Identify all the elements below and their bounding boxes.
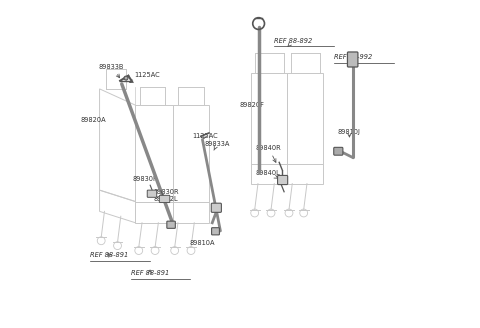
Text: 89830R: 89830R [154, 189, 179, 195]
Text: 89832L: 89832L [154, 196, 178, 202]
FancyBboxPatch shape [211, 203, 221, 212]
Text: 89820A: 89820A [81, 117, 107, 123]
Text: 1125AC: 1125AC [192, 133, 218, 139]
Text: 1125AC: 1125AC [130, 72, 160, 83]
Text: 89833B: 89833B [99, 64, 124, 78]
Text: 89810J: 89810J [338, 129, 361, 137]
FancyBboxPatch shape [334, 147, 343, 155]
Circle shape [124, 76, 128, 80]
Text: 89830R: 89830R [132, 176, 158, 182]
Text: 89840R: 89840R [256, 145, 281, 162]
Text: REF 88-992: REF 88-992 [334, 54, 372, 64]
FancyBboxPatch shape [212, 228, 219, 235]
Text: REF 88-891: REF 88-891 [90, 253, 129, 258]
Text: 89810A: 89810A [190, 240, 215, 246]
FancyBboxPatch shape [147, 190, 156, 197]
FancyBboxPatch shape [348, 52, 358, 67]
Text: 89840L: 89840L [256, 170, 280, 179]
Text: REF 88-891: REF 88-891 [131, 270, 169, 277]
Text: 89820F: 89820F [240, 102, 265, 108]
FancyBboxPatch shape [167, 221, 175, 228]
FancyBboxPatch shape [159, 195, 170, 203]
FancyBboxPatch shape [277, 175, 288, 185]
Text: 89833A: 89833A [204, 141, 229, 150]
Text: REF 88-892: REF 88-892 [274, 37, 312, 47]
